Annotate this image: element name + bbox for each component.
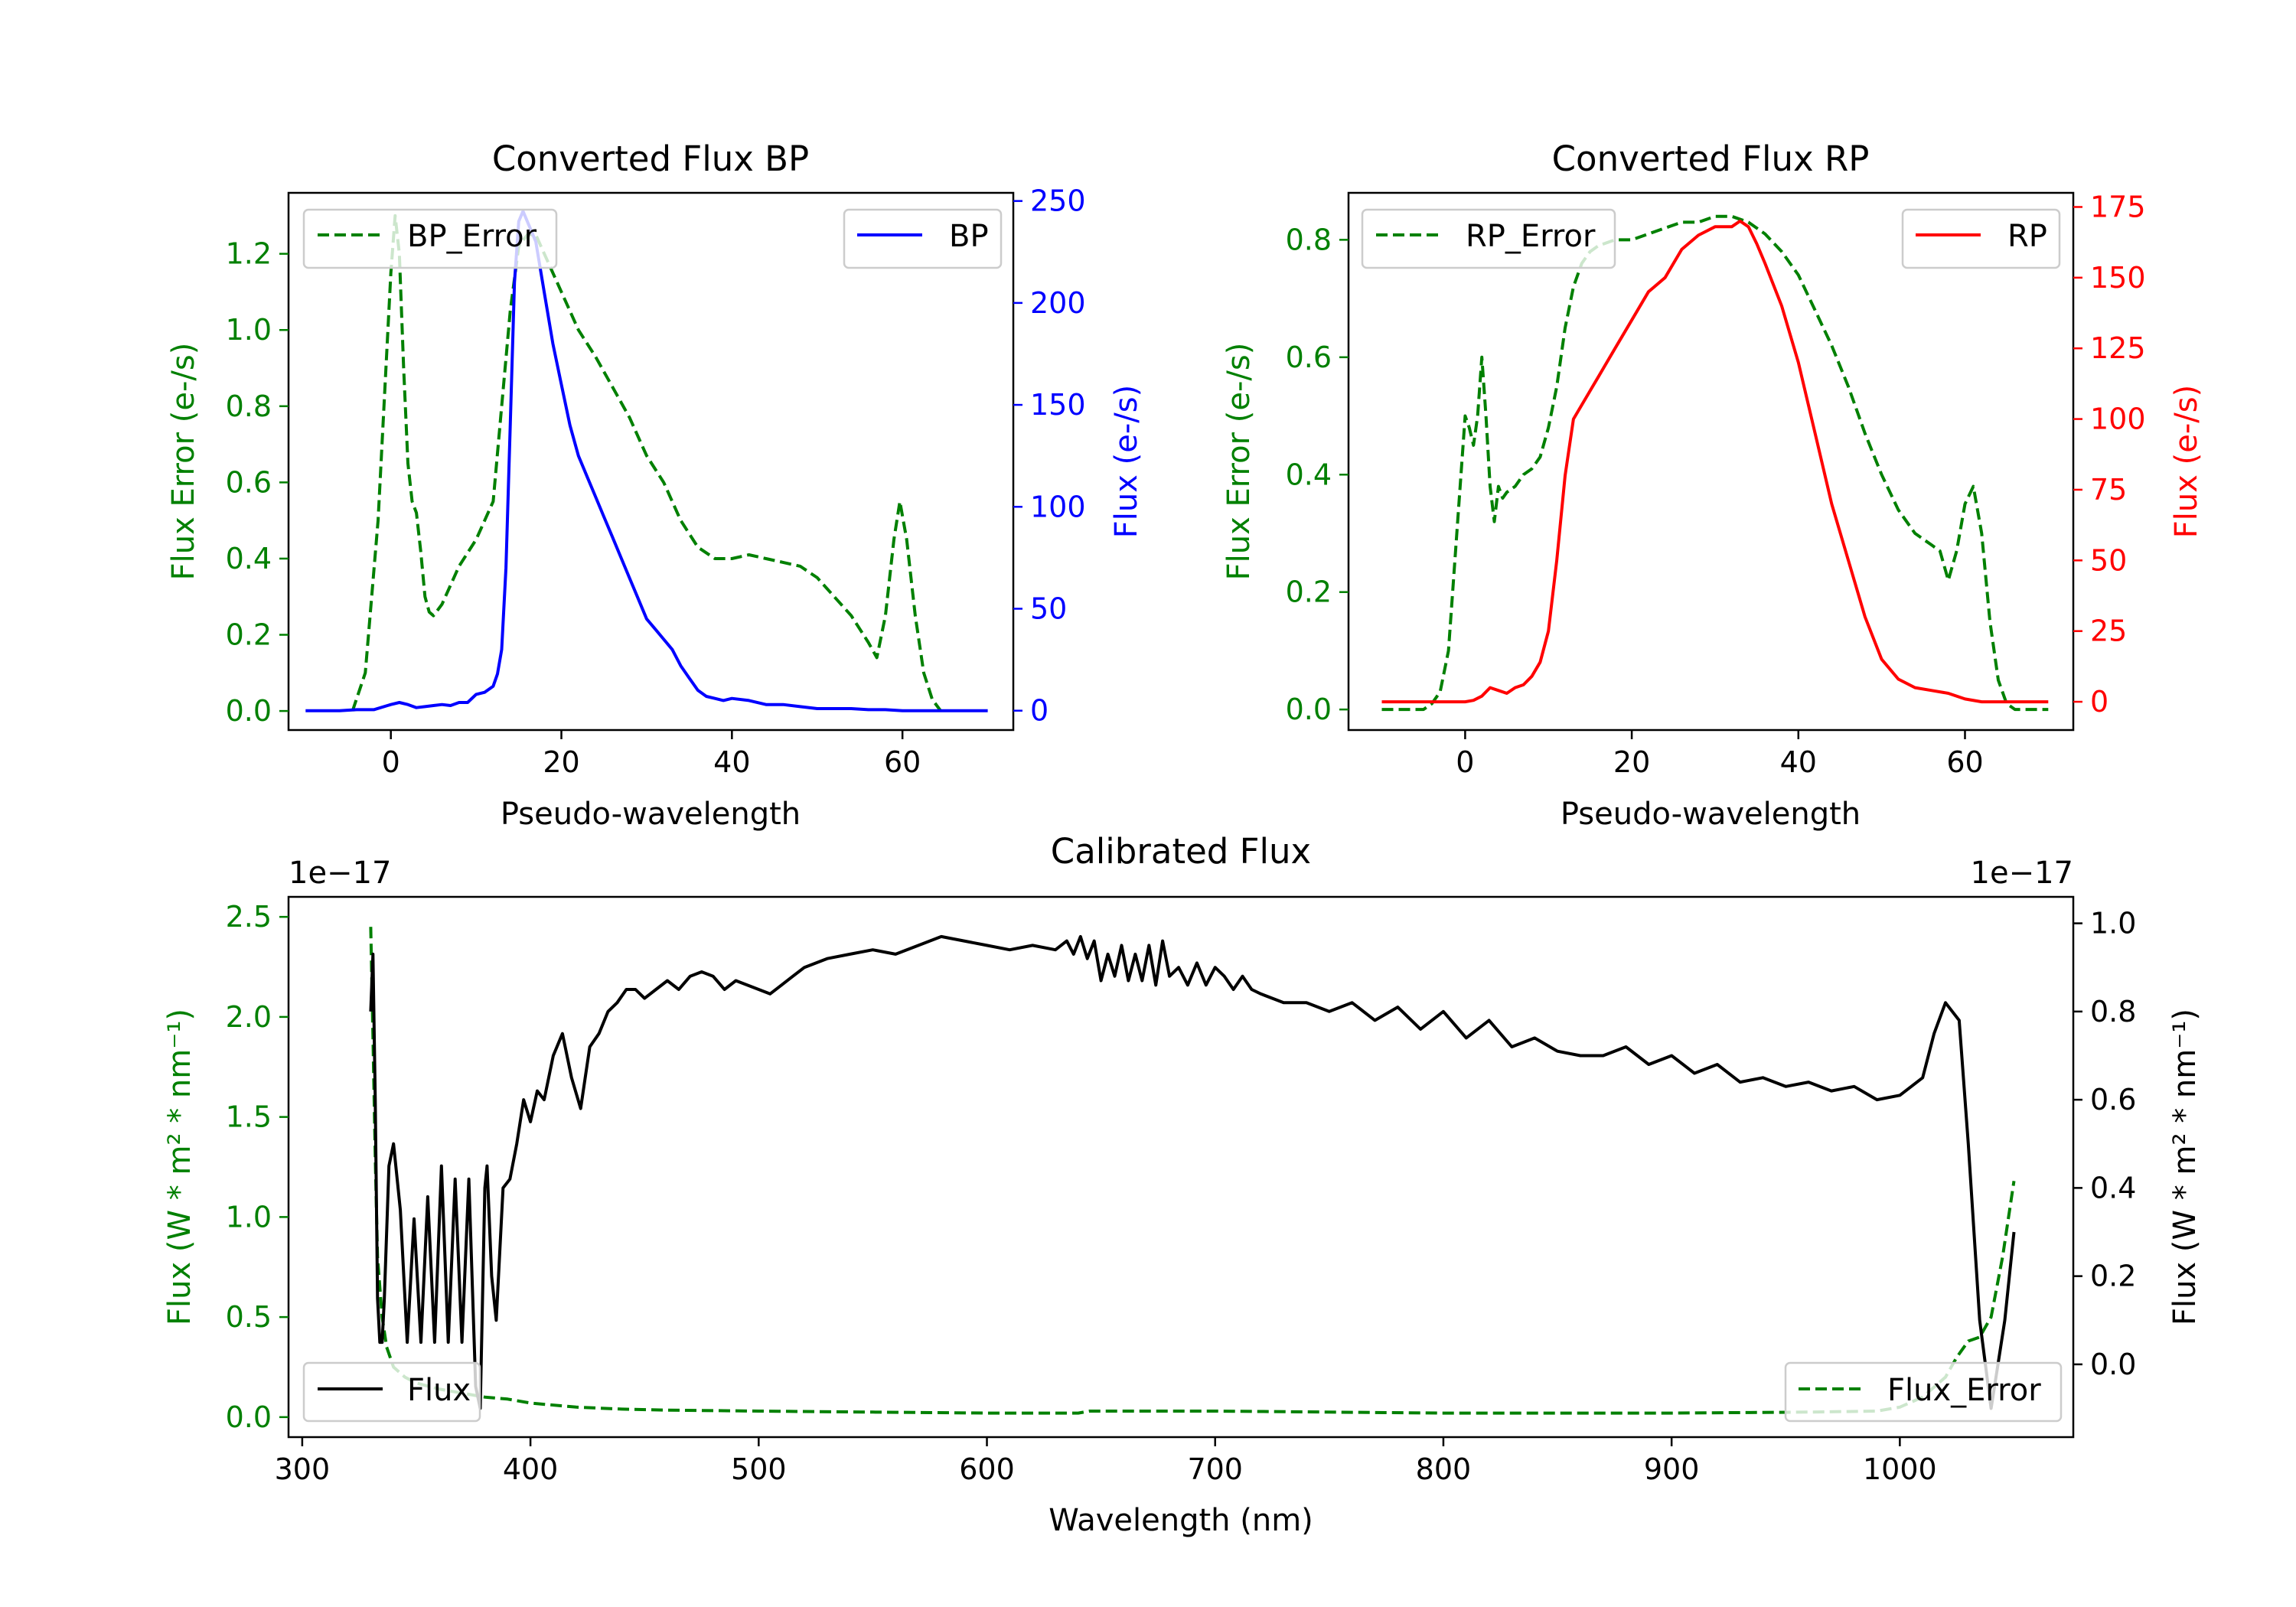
calibrated-right-y-tick-label: 0.2 — [2090, 1260, 2136, 1293]
rp-right-y-tick-label: 150 — [2090, 261, 2146, 295]
calibrated-left-axis-label: Flux (W * m² * nm⁻¹) — [162, 1009, 197, 1325]
calibrated-x-tick-label: 1000 — [1863, 1452, 1937, 1486]
calibrated-x-tick-label: 400 — [503, 1452, 559, 1486]
rp-right-axis-label: Flux (e-/s) — [2169, 385, 2204, 538]
calibrated-left-y-tick-label: 0.0 — [226, 1400, 272, 1434]
rp-panel: Converted Flux RP 0 20 40 60 0.0 0.2 0.4 0.6 0.… — [1221, 139, 2204, 832]
calibrated-left-y-tick-label: 2.0 — [226, 1000, 272, 1034]
rp-right-y-tick-label: 100 — [2090, 403, 2146, 436]
calibrated-x-tick-label: 800 — [1416, 1452, 1472, 1486]
rp-error-legend: RP_Error — [1361, 208, 1616, 269]
bp-legend: BP — [843, 208, 1003, 269]
bp-left-y-tick-label: 0.8 — [226, 390, 272, 423]
rp-series-rp-error — [1381, 214, 2049, 712]
bp-left-y-tick-label: 0.2 — [226, 618, 272, 652]
rp-series-rp — [1381, 219, 2049, 704]
calibrated-panel: Calibrated Flux 1e−17 1e−17 300 400 500 600… — [162, 831, 2203, 1538]
rp-plot-frame — [1347, 191, 2075, 732]
calibrated-right-y-tick-label: 0.8 — [2090, 995, 2136, 1028]
bp-panel: Converted Flux BP 0 20 40 60 0.0 0.2 0.4 0.6 0.… — [166, 139, 1144, 832]
rp-right-y-tick-label: 50 — [2090, 543, 2127, 577]
rp-x-tick-label: 40 — [1780, 745, 1817, 779]
bp-error-legend-label: BP_Error — [407, 219, 537, 254]
bp-plot-frame — [287, 191, 1015, 732]
rp-left-y-tick-label: 0.2 — [1286, 575, 1332, 609]
bp-right-y-tick-label: 200 — [1030, 286, 1086, 320]
bp-right-y-tick-label: 250 — [1030, 184, 1086, 218]
rp-left-y-tick-label: 0.4 — [1286, 458, 1332, 491]
bp-right-y-tick-label: 50 — [1030, 592, 1067, 625]
calibrated-left-offset: 1e−17 — [289, 856, 391, 891]
bp-right-y-tick-label: 0 — [1030, 694, 1049, 728]
bp-right-axis-label: Flux (e-/s) — [1109, 385, 1144, 538]
bp-left-y-tick-label: 1.2 — [226, 237, 272, 271]
rp-left-axis-label: Flux Error (e-/s) — [1221, 343, 1257, 581]
calibrated-x-axis-label: Wavelength (nm) — [1049, 1503, 1313, 1538]
rp-error-legend-label: RP_Error — [1466, 219, 1596, 254]
bp-left-y-tick-label: 0.4 — [226, 542, 272, 575]
bp-x-tick-label: 0 — [382, 745, 400, 779]
calibrated-right-axis-label: Flux (W * m² * nm⁻¹) — [2167, 1009, 2203, 1325]
calibrated-flux-legend-label: Flux — [407, 1373, 471, 1408]
calibrated-left-y-tick-label: 1.0 — [226, 1200, 272, 1234]
calibrated-plot-frame — [287, 895, 2075, 1439]
bp-right-y-tick-label: 100 — [1030, 490, 1086, 523]
calibrated-x-tick-label: 600 — [959, 1452, 1015, 1486]
rp-x-axis-label: Pseudo-wavelength — [1561, 797, 1861, 832]
calibrated-left-y-tick-label: 0.5 — [226, 1300, 272, 1334]
bp-series-bp — [305, 210, 988, 712]
calibrated-right-offset: 1e−17 — [1971, 856, 2073, 891]
calibrated-right-y-tick-label: 0.4 — [2090, 1171, 2136, 1204]
rp-right-y-tick-label: 0 — [2090, 685, 2108, 719]
bp-left-y-tick-label: 0.6 — [226, 465, 272, 499]
calibrated-left-y-tick-label: 2.5 — [226, 900, 272, 934]
rp-legend-label: RP — [2007, 219, 2047, 254]
calibrated-right-y-tick-label: 1.0 — [2090, 907, 2136, 940]
rp-title: Converted Flux RP — [1552, 139, 1870, 179]
calibrated-left-y-tick-label: 1.5 — [226, 1100, 272, 1134]
rp-right-y-tick-label: 125 — [2090, 331, 2146, 365]
bp-error-legend: BP_Error — [302, 208, 558, 269]
bp-left-y-tick-label: 0.0 — [226, 694, 272, 728]
calibrated-flux-error-legend-label: Flux_Error — [1887, 1373, 2041, 1408]
rp-right-y-tick-label: 75 — [2090, 473, 2127, 507]
rp-x-tick-label: 20 — [1613, 745, 1650, 779]
calibrated-title: Calibrated Flux — [1051, 831, 1311, 872]
bp-x-tick-label: 20 — [543, 745, 579, 779]
bp-left-y-tick-label: 1.0 — [226, 313, 272, 347]
bp-legend-label: BP — [949, 219, 989, 254]
calibrated-x-tick-label: 300 — [275, 1452, 331, 1486]
bp-x-tick-label: 40 — [713, 745, 750, 779]
rp-left-y-tick-label: 0.8 — [1286, 223, 1332, 256]
bp-x-tick-label: 60 — [884, 745, 921, 779]
bp-series-bp-error — [351, 214, 942, 712]
calibrated-x-tick-label: 900 — [1644, 1452, 1700, 1486]
rp-right-y-tick-label: 25 — [2090, 614, 2127, 648]
rp-x-tick-label: 60 — [1946, 745, 1983, 779]
calibrated-right-y-tick-label: 0.6 — [2090, 1083, 2136, 1116]
bp-title: Converted Flux BP — [492, 139, 809, 179]
calibrated-right-y-tick-label: 0.0 — [2090, 1348, 2136, 1381]
rp-left-y-tick-label: 0.6 — [1286, 341, 1332, 374]
rp-legend: RP — [1901, 208, 2061, 269]
bp-x-axis-label: Pseudo-wavelength — [501, 797, 801, 832]
rp-left-y-tick-label: 0.0 — [1286, 693, 1332, 726]
calibrated-flux-legend: Flux — [302, 1361, 481, 1423]
calibrated-x-tick-label: 500 — [731, 1452, 787, 1486]
bp-right-y-tick-label: 150 — [1030, 388, 1086, 422]
rp-right-y-tick-label: 175 — [2090, 190, 2146, 223]
calibrated-series-flux — [369, 934, 2016, 1410]
rp-x-tick-label: 0 — [1456, 745, 1474, 779]
calibrated-x-tick-label: 700 — [1187, 1452, 1243, 1486]
bp-left-axis-label: Flux Error (e-/s) — [166, 343, 201, 581]
calibrated-flux-error-legend: Flux_Error — [1784, 1361, 2063, 1423]
